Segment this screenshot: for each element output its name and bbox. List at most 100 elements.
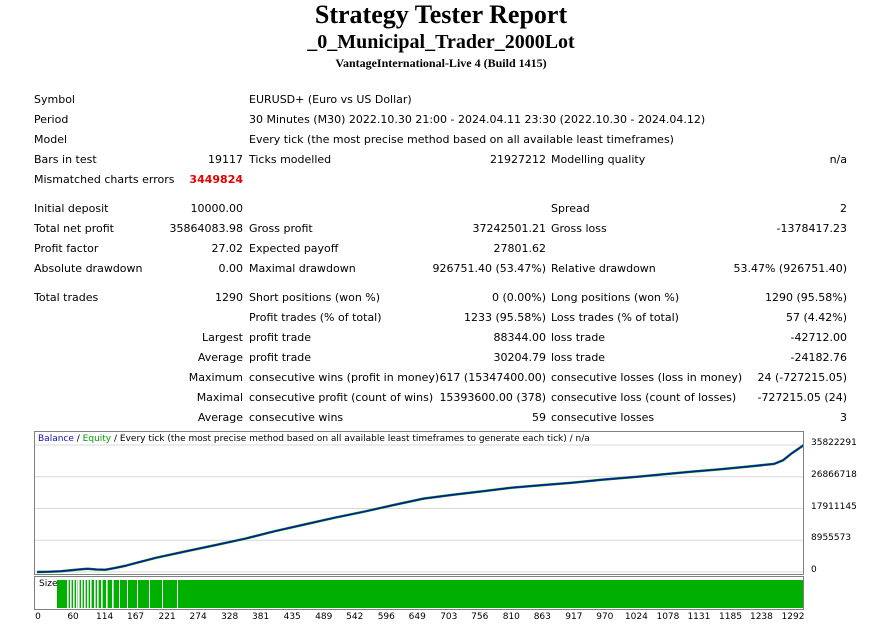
x-tick-label: 863 — [533, 612, 551, 622]
long-value: 1290 (95.58%) — [764, 291, 847, 304]
size-chart-svg — [57, 580, 803, 608]
ticks-label: Ticks modelled — [249, 153, 332, 166]
size-gap — [137, 580, 138, 608]
size-gap — [162, 580, 163, 608]
ea-name: _0_Municipal_Trader_2000Lot — [307, 31, 575, 53]
maximal-cons-loss-label: consecutive loss (count of losses) — [551, 391, 737, 404]
x-tick-label: 114 — [96, 612, 114, 622]
y-tick-label: 0 — [811, 565, 817, 575]
size-gap — [127, 580, 128, 608]
maximal-cons-profit-label: consecutive profit (count of wins) — [249, 391, 434, 404]
size-chart: Size — [34, 576, 804, 610]
x-tick-label: 167 — [126, 612, 145, 622]
bars-label: Bars in test — [34, 153, 97, 166]
size-gap — [81, 580, 83, 608]
x-tick-label: 1185 — [719, 612, 742, 622]
profit-trades-value: 1233 (95.58%) — [463, 311, 546, 324]
loss-trades-label: Loss trades (% of total) — [551, 311, 679, 324]
average2-label: Average — [197, 411, 243, 424]
size-gap — [177, 580, 178, 608]
expected-payoff-value: 27801.62 — [493, 242, 547, 255]
x-tick-label: 381 — [252, 612, 270, 622]
mismatch-label: Mismatched charts errors — [34, 173, 175, 186]
size-gap — [70, 580, 72, 608]
size-gap — [73, 580, 75, 608]
model-label: Model — [34, 133, 68, 146]
maximal-cons-profit-value: 15393600.00 (378) — [439, 391, 546, 404]
net-profit-label: Total net profit — [34, 222, 114, 235]
x-tick-label: 649 — [408, 612, 426, 622]
spread-label: Spread — [551, 202, 590, 215]
chart-legend: Balance / Equity / Every tick (the most … — [38, 434, 590, 444]
size-gap — [106, 580, 108, 608]
y-tick-label: 35822291 — [811, 438, 857, 448]
size-gap — [84, 580, 86, 608]
total-trades-value: 1290 — [215, 291, 243, 304]
average-profit-value: 30204.79 — [493, 351, 547, 364]
y-tick-label: 26866718 — [811, 469, 857, 480]
average-profit-label: profit trade — [249, 351, 312, 364]
model-value: Every tick (the most precise method base… — [249, 133, 674, 146]
max-cons-wins-label: consecutive wins (profit in money) — [249, 371, 440, 384]
rel-dd-value: 53.47% (926751.40) — [733, 262, 847, 275]
size-gap — [149, 580, 150, 608]
symbol-label: Symbol — [34, 93, 75, 106]
avg-cons-wins-value: 59 — [532, 411, 546, 424]
server-name: VantageInternational-Live 4 (Build 1415) — [335, 56, 547, 70]
size-bars — [57, 580, 803, 608]
report-title: Strategy Tester Report — [314, 0, 568, 29]
size-gap — [87, 580, 89, 608]
x-tick-label: 274 — [189, 612, 207, 622]
short-value: 0 (0.00%) — [491, 291, 546, 304]
symbol-value: EURUSD+ (Euro vs US Dollar) — [249, 93, 412, 106]
x-tick-label: 1078 — [656, 612, 680, 622]
size-gap — [67, 580, 69, 608]
largest-profit-label: profit trade — [249, 331, 312, 344]
loss-trades-value: 57 (4.42%) — [785, 311, 847, 324]
maximum-label: Maximum — [188, 371, 243, 384]
initial-deposit-label: Initial deposit — [34, 202, 109, 215]
largest-profit-value: 88344.00 — [493, 331, 547, 344]
profit-factor-value: 27.02 — [211, 242, 244, 255]
largest-loss-value: -42712.00 — [790, 331, 847, 344]
period-value: 30 Minutes (M30) 2022.10.30 21:00 - 2024… — [249, 113, 706, 126]
max-dd-label: Maximal drawdown — [249, 262, 356, 275]
avg-cons-losses-value: 3 — [840, 411, 847, 424]
short-label: Short positions (won %) — [249, 291, 381, 304]
rel-dd-label: Relative drawdown — [551, 262, 656, 275]
gross-loss-label: Gross loss — [551, 222, 607, 235]
x-tick-label: 0 — [35, 612, 41, 622]
gross-profit-label: Gross profit — [249, 222, 313, 235]
ticks-value: 21927212 — [490, 153, 546, 166]
balance-chart-svg — [35, 444, 803, 574]
x-tick-label: 489 — [315, 612, 333, 622]
gross-profit-value: 37242501.21 — [472, 222, 546, 235]
largest-label: Largest — [202, 331, 243, 344]
size-gap — [101, 580, 103, 608]
size-label: Size — [39, 579, 58, 589]
x-tick-label: 1292 — [781, 612, 805, 622]
legend-rest: / Every tick (the most precise method ba… — [111, 434, 590, 444]
size-gap — [119, 580, 120, 608]
size-gap — [112, 580, 114, 608]
profit-trades-label: Profit trades (% of total) — [249, 311, 382, 324]
avg-cons-wins-label: consecutive wins — [249, 411, 344, 424]
x-tick-label: 917 — [565, 612, 583, 622]
spread-value: 2 — [840, 202, 847, 215]
x-tick-label: 596 — [377, 612, 395, 622]
legend-balance: Balance — [38, 434, 74, 444]
x-tick-label: 60 — [67, 612, 79, 622]
x-tick-label: 810 — [502, 612, 520, 622]
y-tick-label: 8955573 — [811, 533, 852, 544]
maximal-label: Maximal — [196, 391, 243, 404]
total-trades-label: Total trades — [34, 291, 99, 304]
x-tick-label: 703 — [440, 612, 458, 622]
gross-loss-value: -1378417.23 — [776, 222, 847, 235]
size-gap — [78, 580, 80, 608]
size-gap — [90, 580, 92, 608]
x-tick-label: 1131 — [687, 612, 711, 622]
x-tick-label: 1238 — [749, 612, 773, 622]
quality-label: Modelling quality — [551, 153, 646, 166]
x-tick-label: 970 — [596, 612, 614, 622]
quality-value: n/a — [829, 153, 847, 166]
